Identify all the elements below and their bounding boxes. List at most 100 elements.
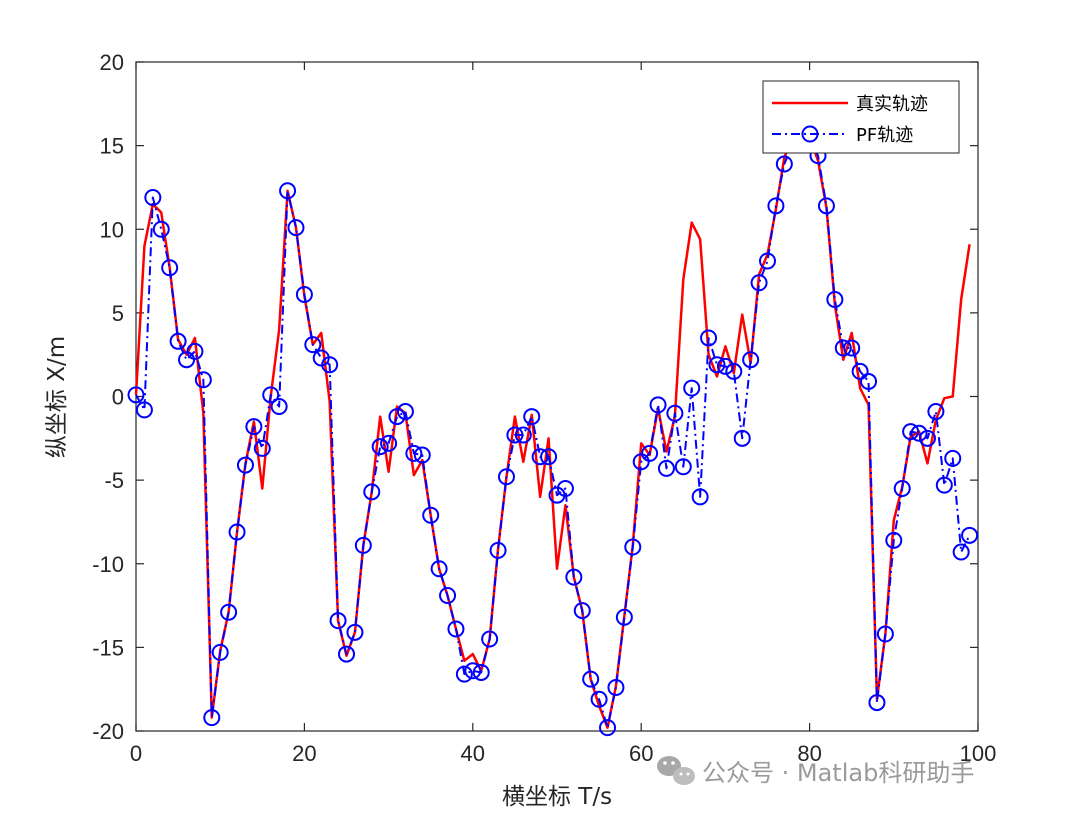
y-tick-label: 10 <box>100 217 124 242</box>
pf-data-point <box>902 423 920 441</box>
pf-data-point <box>826 290 844 308</box>
y-tick-label: 0 <box>112 385 124 410</box>
pf-data-point <box>876 625 894 643</box>
pf-data-point <box>371 438 389 456</box>
pf-data-point <box>161 259 179 277</box>
y-tick-label: 5 <box>112 301 124 326</box>
pf-data-point <box>582 670 600 688</box>
pf-data-point <box>666 404 684 422</box>
watermark: 公众号 · Matlab科研助手 <box>657 756 974 787</box>
pf-data-point <box>657 459 675 477</box>
pf-data-point <box>262 386 280 404</box>
pf-data-point <box>893 479 911 497</box>
pf-data-point <box>573 602 591 620</box>
pf-data-point <box>127 386 145 404</box>
pf-data-point <box>910 424 928 442</box>
pf-data-point <box>203 709 221 727</box>
pf-data-point <box>144 188 162 206</box>
x-tick-label: 80 <box>797 741 821 766</box>
pf-data-point <box>641 444 659 462</box>
pf-data-point <box>380 434 398 452</box>
y-tick-label: -5 <box>104 468 124 493</box>
legend-label-true-trajectory: 真实轨迹 <box>856 94 928 115</box>
pf-data-point <box>834 339 852 357</box>
y-tick-label: -10 <box>92 552 124 577</box>
pf-data-point <box>868 694 886 712</box>
x-tick-label: 0 <box>130 741 142 766</box>
pf-data-point <box>481 630 499 648</box>
x-tick-label: 100 <box>960 741 997 766</box>
pf-data-point <box>464 662 482 680</box>
pf-data-point <box>817 197 835 215</box>
y-tick-label: -15 <box>92 635 124 660</box>
pf-data-point <box>439 587 457 605</box>
pf-data-point <box>733 429 751 447</box>
series-line-true-trajectory <box>134 136 971 729</box>
pf-data-point <box>194 371 212 389</box>
pf-data-point <box>700 329 718 347</box>
pf-data-point <box>556 479 574 497</box>
pf-data-point <box>270 398 288 416</box>
pf-data-point <box>338 645 355 663</box>
pf-data-point <box>287 219 305 237</box>
pf-data-point <box>279 182 297 200</box>
pf-data-point <box>447 620 465 638</box>
pf-data-point <box>186 342 204 360</box>
pf-data-point <box>742 351 760 369</box>
plot-axes: 0 20 40 60 80 100 -20 -15 -10 -5 0 5 10 15 20 <box>92 50 996 766</box>
pf-data-point <box>683 379 701 397</box>
pf-data-point <box>674 458 692 476</box>
legend-marker-pf-trajectory <box>801 125 819 143</box>
pf-data-point <box>952 543 970 561</box>
pf-data-point <box>346 623 364 641</box>
pf-data-point <box>455 665 473 683</box>
pf-data-point <box>304 336 322 354</box>
y-axis-label: 纵坐标 X/m <box>44 336 70 458</box>
pf-data-point <box>363 483 381 501</box>
y-tick-label: 15 <box>100 134 124 159</box>
pf-data-point <box>329 612 347 630</box>
pf-data-point <box>430 560 448 578</box>
pf-data-point <box>750 274 768 292</box>
pf-data-point <box>152 220 170 238</box>
pf-data-point <box>590 690 608 708</box>
pf-data-point <box>708 356 726 374</box>
y-tick-label: -20 <box>92 719 124 744</box>
pf-data-point <box>935 476 953 494</box>
pf-data-point <box>961 526 979 544</box>
x-axis-label: 横坐标 T/s <box>502 784 612 810</box>
pf-data-point <box>927 403 945 421</box>
pf-data-point <box>523 408 541 426</box>
legend-box <box>762 80 960 154</box>
legend: 真实轨迹 PF轨迹 <box>762 80 960 154</box>
pf-data-point <box>245 418 263 436</box>
pf-data-point <box>228 523 246 541</box>
pf-data-point <box>514 426 532 444</box>
pf-data-point <box>354 536 372 554</box>
pf-data-point <box>775 155 793 173</box>
pf-data-point <box>388 408 406 426</box>
y-tick-label: 20 <box>100 50 124 75</box>
pf-data-point <box>565 568 583 586</box>
legend-label-pf-trajectory: PF轨迹 <box>856 125 913 146</box>
pf-data-point <box>944 449 962 467</box>
pf-data-point <box>843 339 861 357</box>
pf-data-point <box>851 362 869 380</box>
pf-data-point <box>211 643 229 661</box>
pf-data-point <box>725 362 743 380</box>
pf-data-point <box>885 531 903 549</box>
pf-data-point <box>624 538 642 556</box>
pf-data-point <box>599 719 617 737</box>
pf-data-point <box>918 429 936 447</box>
pf-data-point <box>253 439 271 457</box>
pf-data-point <box>615 608 633 626</box>
pf-data-point <box>236 456 254 474</box>
plot-area <box>127 127 979 737</box>
x-tick-label: 40 <box>461 741 485 766</box>
pf-data-point <box>169 332 187 350</box>
pf-data-point <box>540 448 558 466</box>
pf-data-point <box>607 679 625 697</box>
pf-data-point <box>649 396 667 414</box>
pf-data-point <box>422 506 440 524</box>
